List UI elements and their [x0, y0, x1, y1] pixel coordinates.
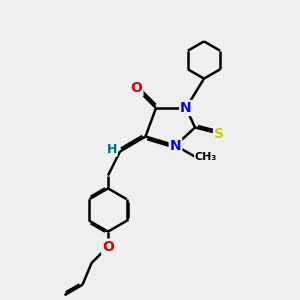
Text: S: S: [214, 127, 224, 140]
Text: N: N: [180, 101, 192, 115]
Text: O: O: [102, 240, 114, 254]
Text: N: N: [170, 139, 181, 152]
Text: O: O: [130, 82, 142, 95]
Text: H: H: [106, 142, 117, 156]
Text: CH₃: CH₃: [195, 152, 217, 163]
